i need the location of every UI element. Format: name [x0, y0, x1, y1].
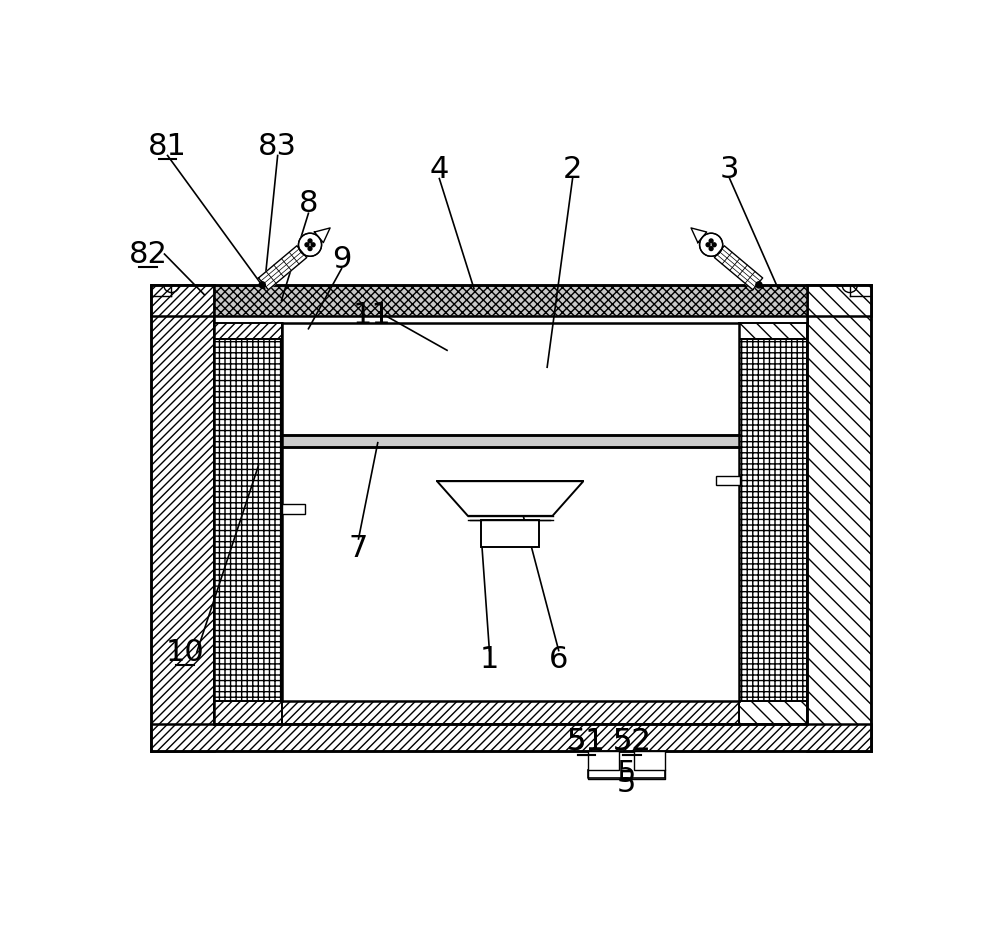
Text: 7: 7 — [349, 535, 368, 564]
Bar — [214, 315, 807, 724]
Circle shape — [709, 246, 713, 250]
Bar — [588, 751, 619, 770]
Polygon shape — [437, 481, 583, 516]
Text: 51: 51 — [567, 727, 606, 756]
Bar — [214, 285, 807, 324]
Bar — [282, 324, 739, 700]
Circle shape — [712, 243, 716, 246]
Bar — [214, 339, 282, 700]
Bar — [739, 700, 807, 724]
Circle shape — [311, 243, 315, 246]
Bar — [151, 285, 214, 315]
Circle shape — [706, 243, 710, 246]
Bar — [282, 435, 739, 446]
Text: 6: 6 — [549, 645, 568, 674]
Circle shape — [259, 282, 265, 288]
Text: 10: 10 — [166, 638, 205, 667]
Text: 83: 83 — [258, 132, 297, 161]
Text: 82: 82 — [129, 240, 168, 269]
Text: 9: 9 — [332, 245, 351, 274]
Circle shape — [298, 233, 322, 257]
Text: 5: 5 — [617, 768, 636, 798]
Bar — [282, 700, 739, 724]
Circle shape — [756, 282, 762, 288]
Text: 51: 51 — [567, 727, 606, 756]
Circle shape — [308, 246, 312, 250]
Bar — [739, 339, 807, 700]
Text: 52: 52 — [612, 727, 651, 756]
Circle shape — [709, 239, 713, 243]
Text: 8: 8 — [299, 190, 318, 219]
Polygon shape — [691, 228, 707, 243]
Text: 81: 81 — [148, 132, 187, 161]
Text: 4: 4 — [430, 155, 449, 184]
Bar — [634, 751, 665, 770]
Bar — [807, 285, 871, 315]
Polygon shape — [258, 246, 307, 290]
Bar — [151, 285, 214, 751]
Bar — [739, 324, 807, 339]
Circle shape — [308, 239, 312, 243]
Circle shape — [305, 243, 309, 246]
Text: 1: 1 — [480, 645, 499, 674]
Polygon shape — [314, 228, 330, 243]
Bar — [481, 520, 539, 547]
Bar — [282, 504, 305, 513]
Bar — [214, 324, 282, 339]
Bar — [807, 285, 871, 751]
Polygon shape — [714, 246, 763, 290]
Bar — [716, 476, 740, 485]
Text: 3: 3 — [720, 155, 739, 184]
Text: 5: 5 — [617, 759, 636, 789]
Text: 52: 52 — [612, 727, 651, 756]
Bar — [214, 700, 282, 724]
Text: 2: 2 — [563, 155, 582, 184]
Bar — [151, 724, 871, 751]
Text: 11: 11 — [353, 301, 392, 330]
Circle shape — [700, 233, 723, 257]
